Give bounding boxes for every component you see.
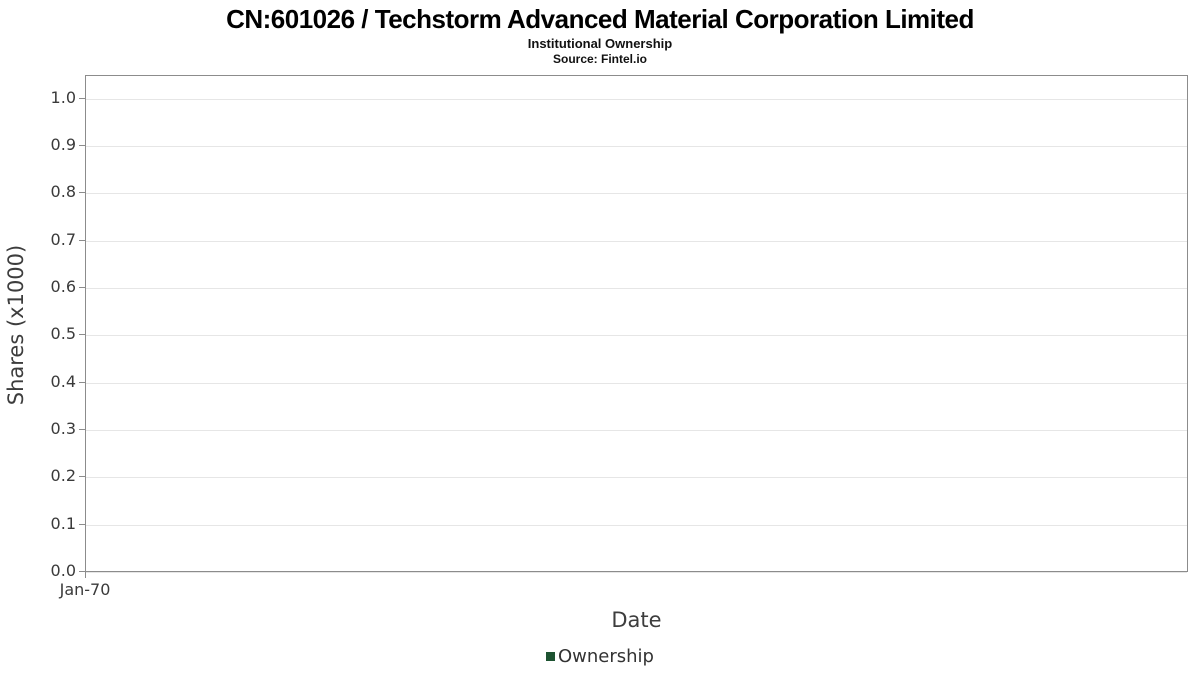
y-tick-label: 0.1 [50, 513, 76, 533]
y-tick-mark [79, 97, 85, 99]
chart-subtitle: Institutional Ownership [527, 36, 673, 51]
y-tick-mark [79, 523, 85, 525]
y-tick-label: 0.4 [50, 371, 76, 391]
y-tick-mark [79, 476, 85, 478]
chart-title: CN:601026 / Techstorm Advanced Material … [226, 4, 974, 34]
chart-legend: Ownership [0, 646, 1200, 667]
y-tick-label: 0.9 [50, 135, 76, 154]
y-tick-mark [79, 334, 85, 336]
ownership-series-marker-icon [546, 652, 555, 661]
chart-source: Source: Fintel.io [552, 52, 647, 66]
y-gridline [86, 572, 1187, 573]
y-gridline [86, 382, 1187, 384]
legend-label: Ownership [558, 646, 654, 667]
y-tick-label: 1.0 [50, 87, 76, 107]
y-gridline [86, 477, 1187, 479]
y-gridline [86, 193, 1187, 195]
y-tick-label: 0.7 [50, 229, 76, 249]
y-tick-mark [79, 145, 85, 146]
y-tick-mark [79, 239, 85, 241]
y-gridline [86, 430, 1187, 431]
y-gridline [86, 335, 1187, 337]
y-tick-mark [79, 287, 85, 288]
y-axis-title: Shares (x1000) [4, 244, 28, 406]
y-tick-label: 0.6 [50, 277, 76, 296]
plot-area [85, 75, 1188, 573]
y-gridline [86, 288, 1187, 289]
legend-item-ownership[interactable]: Ownership [546, 646, 654, 667]
x-tick-mark [85, 572, 86, 578]
y-tick-mark [79, 192, 85, 194]
x-axis-title: Date [611, 608, 662, 632]
y-gridline [86, 146, 1187, 147]
x-tick-label: Jan-70 [59, 580, 111, 599]
y-tick-label: 0.3 [50, 419, 76, 438]
y-tick-label: 0.2 [50, 466, 76, 486]
y-tick-mark [79, 571, 85, 572]
y-tick-label: 0.0 [50, 561, 76, 580]
y-tick-label: 0.5 [50, 324, 76, 344]
y-tick-mark [79, 381, 85, 383]
y-tick-label: 0.8 [50, 182, 76, 202]
y-gridline [86, 524, 1187, 526]
y-tick-mark [79, 429, 85, 430]
y-gridline [86, 240, 1187, 242]
y-gridline [86, 98, 1187, 100]
